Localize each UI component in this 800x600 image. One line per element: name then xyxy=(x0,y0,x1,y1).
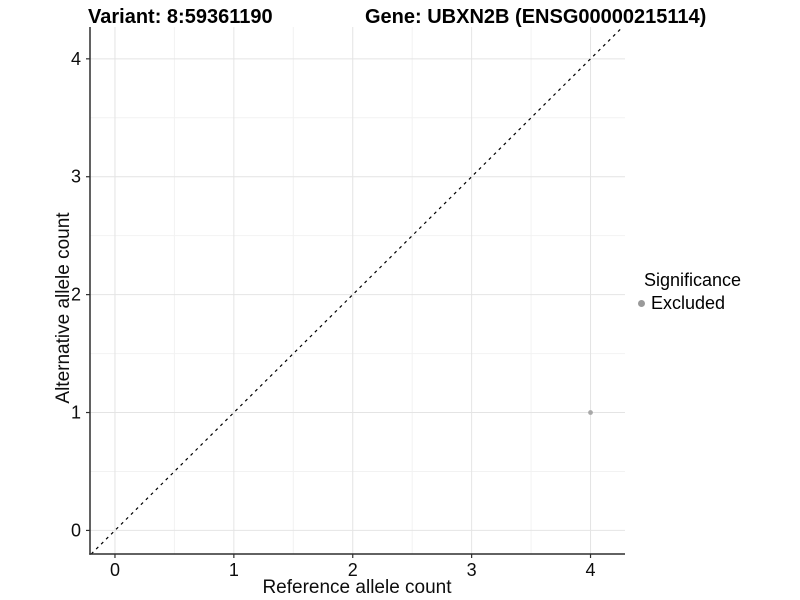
x-axis-title: Reference allele count xyxy=(262,577,452,598)
legend: Significance Excluded xyxy=(638,270,741,314)
legend-title: Significance xyxy=(644,270,742,290)
gene-title: Gene: UBXN2B (ENSG00000215114) xyxy=(365,6,707,28)
y-tick-label: 0 xyxy=(71,520,81,540)
legend-item-label: Excluded xyxy=(651,293,726,313)
x-tick-label: 0 xyxy=(110,560,120,580)
legend-item-excluded: Excluded xyxy=(638,293,741,314)
x-tick-label: 2 xyxy=(348,560,358,580)
y-tick-label: 1 xyxy=(71,403,81,423)
variant-title: Variant: 8:59361190 xyxy=(88,6,273,28)
y-tick-label: 2 xyxy=(71,285,81,305)
y-tick-label: 4 xyxy=(71,49,81,69)
x-tick-label: 4 xyxy=(586,560,596,580)
data-point xyxy=(588,410,593,415)
legend-point-icon xyxy=(638,300,645,307)
identity-line xyxy=(90,26,624,555)
x-tick-label: 1 xyxy=(229,560,239,580)
y-axis-title: Alternative allele count xyxy=(53,212,74,404)
y-tick-label: 3 xyxy=(71,167,81,187)
x-tick-label: 3 xyxy=(467,560,477,580)
